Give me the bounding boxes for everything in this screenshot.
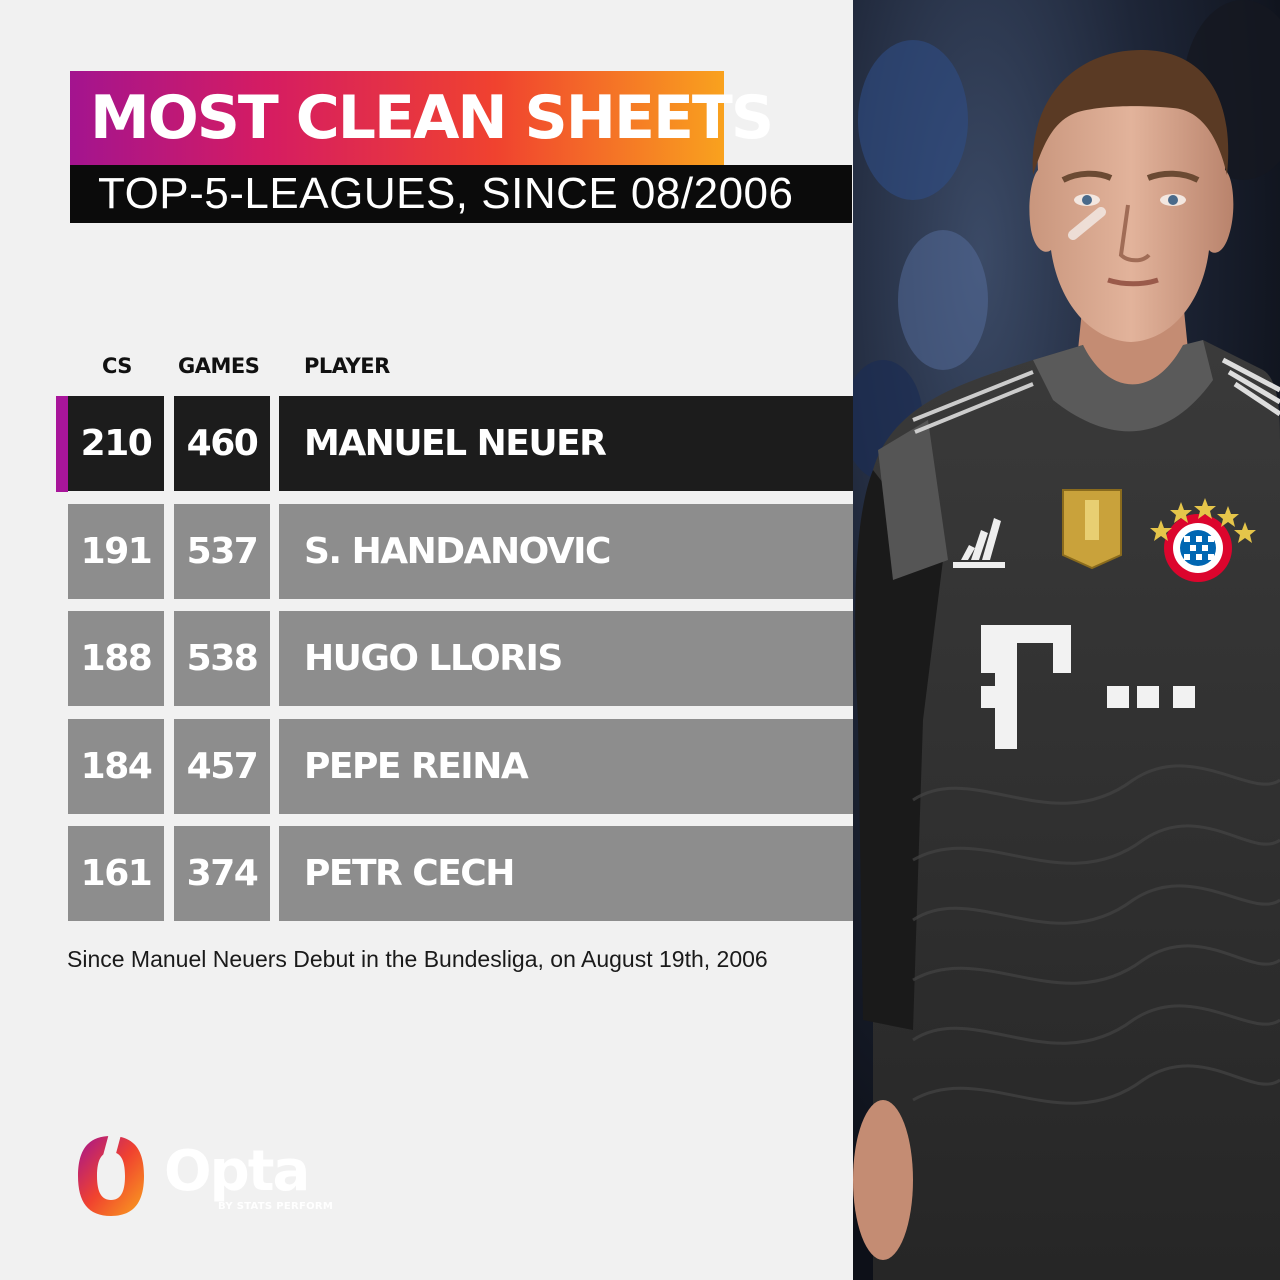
highlight-accent-bar	[56, 396, 68, 492]
games-cell: 538	[174, 611, 270, 706]
games-cell: 537	[174, 504, 270, 599]
cs-cell: 184	[68, 719, 164, 814]
cs-cell: 161	[68, 826, 164, 921]
cs-cell: 191	[68, 504, 164, 599]
footnote: Since Manuel Neuers Debut in the Bundesl…	[67, 946, 768, 972]
player-cell: MANUEL NEUER	[279, 396, 853, 491]
opta-tagline: BY STATS PERFORM	[218, 1201, 334, 1212]
player-cell: PETR CECH	[279, 826, 853, 921]
sponsor-logo-icon	[981, 625, 1195, 749]
player-cell: S. HANDANOVIC	[279, 504, 853, 599]
player-cell: HUGO LLORIS	[279, 611, 853, 706]
title-banner: MOST CLEAN SHEETS	[70, 71, 774, 165]
games-cell: 374	[174, 826, 270, 921]
adidas-logo-icon	[953, 518, 1005, 568]
goalkeeper-illustration	[853, 0, 1280, 1280]
subtitle-banner: TOP-5-LEAGUES, SINCE 08/2006	[70, 165, 852, 223]
player-cell: PEPE REINA	[279, 719, 853, 814]
column-header-player: PLAYER	[304, 354, 390, 378]
opta-wordmark: Opta	[164, 1139, 310, 1204]
opta-logo-icon	[78, 1134, 144, 1216]
chart-subtitle: TOP-5-LEAGUES, SINCE 08/2006	[98, 169, 794, 218]
games-cell: 457	[174, 719, 270, 814]
cs-cell: 188	[68, 611, 164, 706]
chart-title: MOST CLEAN SHEETS	[90, 83, 774, 153]
games-cell: 460	[174, 396, 270, 491]
column-header-games: GAMES	[178, 354, 260, 378]
goalkeeper-photo	[853, 0, 1280, 1280]
cs-cell: 210	[68, 396, 164, 491]
bayern-badge-icon	[1150, 498, 1256, 582]
column-header-cs: CS	[102, 354, 132, 378]
